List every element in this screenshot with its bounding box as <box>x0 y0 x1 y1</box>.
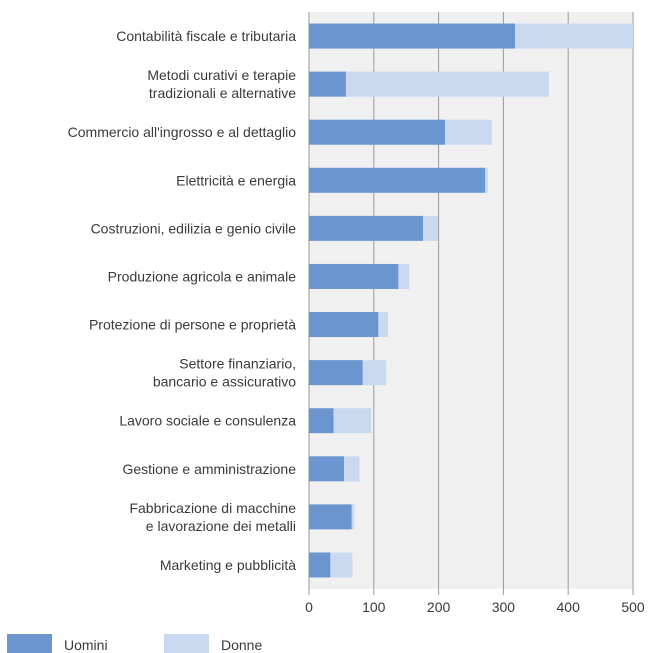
category-label-11: Marketing e pubblicità <box>160 557 296 573</box>
bar-donne-3 <box>485 167 488 193</box>
bar-uomini-3 <box>309 167 486 193</box>
category-label-1: Metodi curativi e terapie tradizionali e … <box>147 67 296 101</box>
bar-uomini-6 <box>309 312 379 338</box>
bar-uomini-5 <box>309 263 399 289</box>
tick-label-300: 300 <box>492 599 516 615</box>
bar-uomini-11 <box>309 552 331 578</box>
bar-uomini-9 <box>309 456 344 482</box>
bar-donne-9 <box>343 456 360 482</box>
category-label-8: Lavoro sociale e consulenza <box>119 413 296 429</box>
category-label-4: Costruzioni, edilizia e genio civile <box>91 220 297 236</box>
bar-donne-8 <box>333 408 372 434</box>
category-label-7: Settore finanziario, bancario e assicurat… <box>153 356 296 390</box>
category-labels: Contabilità fiscale e tributaria Metodi c… <box>68 28 297 573</box>
tick-label-400: 400 <box>557 599 581 615</box>
tick-label-500: 500 <box>621 599 645 615</box>
legend-label-uomini: Uomini <box>64 637 108 653</box>
category-label-10: Fabbricazione di macchine e lavorazione d… <box>129 500 296 534</box>
bar-donne-7 <box>362 360 387 386</box>
bars <box>309 23 633 578</box>
bar-uomini-0 <box>309 23 516 49</box>
bar-uomini-4 <box>309 215 424 241</box>
legend-label-donne: Donne <box>221 637 262 653</box>
legend-swatch-uomini <box>7 634 52 653</box>
bar-donne-5 <box>398 263 410 289</box>
bar-donne-10 <box>351 504 355 530</box>
legend: Uomini Donne <box>7 634 262 653</box>
bar-uomini-10 <box>309 504 352 530</box>
plot-background <box>309 12 633 589</box>
bar-uomini-7 <box>309 360 363 386</box>
bar-donne-6 <box>378 312 389 338</box>
plot-area <box>308 12 634 589</box>
x-axis: 0 100 200 300 400 500 <box>305 589 645 615</box>
legend-swatch-donne <box>164 634 209 653</box>
category-label-6: Protezione di persone e proprietà <box>89 317 296 333</box>
bar-uomini-1 <box>309 71 346 97</box>
bar-donne-1 <box>345 71 549 97</box>
bar-donne-0 <box>515 23 633 49</box>
bar-uomini-8 <box>309 408 334 434</box>
category-label-5: Produzione agricola e animale <box>108 268 297 284</box>
category-label-2: Commercio all'ingrosso e al dettaglio <box>68 124 297 140</box>
bar-uomini-2 <box>309 119 446 145</box>
category-label-9: Gestione e amministrazione <box>122 461 296 477</box>
tick-label-100: 100 <box>362 599 386 615</box>
bar-donne-11 <box>330 552 353 578</box>
tick-label-0: 0 <box>305 599 313 615</box>
bar-donne-2 <box>445 119 492 145</box>
bar-donne-4 <box>423 215 438 241</box>
category-label-0: Contabilità fiscale e tributaria <box>116 28 296 44</box>
tick-label-200: 200 <box>427 599 451 615</box>
category-label-3: Elettricità e energia <box>176 172 296 188</box>
